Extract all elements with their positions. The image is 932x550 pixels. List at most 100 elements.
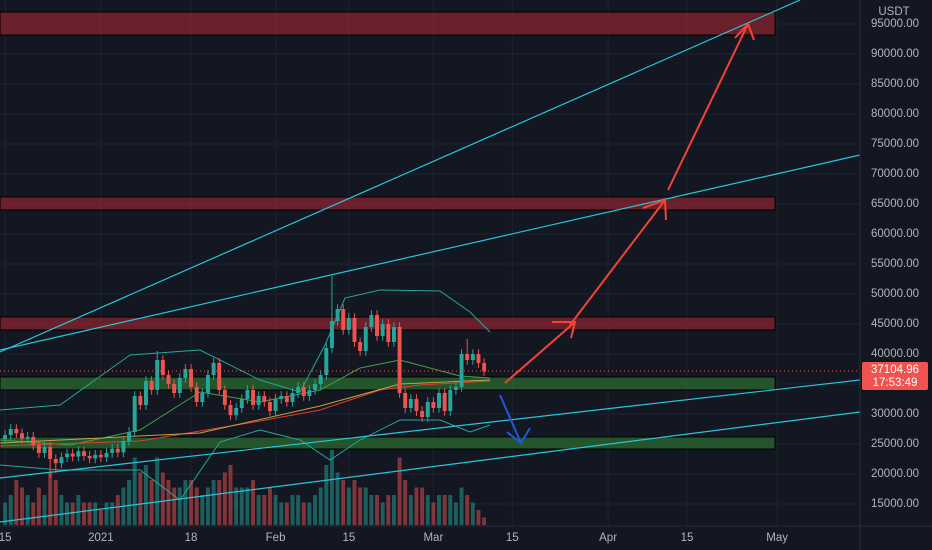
volume-bar [93,502,98,525]
y-tick-label: 25000.00 [871,438,919,450]
candle-body [290,393,295,402]
projection-arrow [499,394,522,444]
price-axis [860,0,932,550]
candle-body [65,453,70,458]
x-tick-label: 2021 [88,532,114,544]
volume-bar [267,487,272,525]
trend-line [0,0,801,353]
arrow-head [506,427,531,445]
y-tick-label: 70000.00 [871,168,919,180]
candle-body [31,436,36,446]
volume-bar [375,495,379,525]
candle-body [121,441,126,453]
y-tick-label: 30000.00 [871,408,919,420]
volume-bar [110,502,115,525]
candle-body [262,396,267,402]
candle-body [369,315,374,327]
volume-bar [8,495,13,525]
volume-bar [307,502,312,525]
candle-body [301,387,306,396]
volume-bar [341,480,346,525]
candle-body [448,390,453,411]
volume-bar [425,495,430,525]
candle-body [177,378,182,393]
current-price: 37104.96 [871,364,919,376]
candle-body [166,375,171,384]
candle-body [437,393,441,408]
candle-body [256,396,261,405]
candle-body [318,375,323,384]
candles [3,276,487,477]
candle-body [482,363,487,372]
volume-bar [115,495,120,525]
candle-body [307,390,312,396]
volume-bar [48,472,53,525]
volume-bar [155,457,160,525]
candle-body [222,390,227,405]
candle-body [194,387,199,402]
volume-bar [183,480,188,525]
candle-body [273,399,278,411]
candle-body [42,447,47,453]
bollinger-upper [0,289,491,411]
moving-average [0,379,491,444]
volume-bar [217,480,222,525]
candle-body [87,456,92,459]
volume-bar [251,480,256,525]
volume-bar [177,487,182,525]
candle-body [352,318,357,342]
countdown: 17:53:49 [873,377,918,389]
y-tick-label: 20000.00 [871,468,919,480]
volume-bar [76,495,81,525]
time-axis [0,526,932,550]
volume-bar [386,495,391,525]
candle-body [391,327,396,342]
candle-body [380,324,385,336]
y-tick-label: 40000.00 [871,348,919,360]
candle-body [453,387,458,390]
candle-body [81,451,86,456]
currency-label: USDT [878,6,909,18]
x-tick-label: 15 [0,532,11,544]
volume-bar [143,465,148,525]
volume-bar [335,472,340,525]
volume-bar [36,487,41,525]
candle-body [313,384,318,390]
candle-body [375,315,379,336]
current-price-box [862,362,928,390]
volume-bar [391,495,396,525]
zones [0,11,776,450]
volume-bar [465,495,470,525]
candle-body [279,396,284,399]
candle-body [234,408,239,416]
volume-bar [160,472,165,525]
candle-body [386,324,391,342]
y-tick-label: 65000.00 [871,198,919,210]
candle-body [143,381,148,405]
candle-body [408,399,413,408]
candle-body [149,381,154,390]
candle-body [104,453,109,458]
x-tick-label: 15 [506,532,519,544]
volume-bar [81,502,86,525]
volume-bar [256,495,261,525]
volume-bar [166,480,171,525]
candle-body [267,402,272,411]
candle-body [53,459,58,464]
volume-bar [414,487,419,525]
volume-bar [172,487,177,525]
volume-bar [453,502,458,525]
candle-body [341,309,346,330]
volume-bar [228,465,233,525]
candle-body [36,445,41,453]
candle-body [70,453,75,457]
volume-bar [301,502,306,525]
volume-bar [262,495,267,525]
y-tick-label: 15000.00 [871,498,919,510]
candle-body [420,411,425,417]
volume-bar [358,487,363,525]
candle-body [115,448,120,453]
volume-bar [346,487,351,525]
candle-body [3,435,8,440]
volume-bar [459,487,464,525]
